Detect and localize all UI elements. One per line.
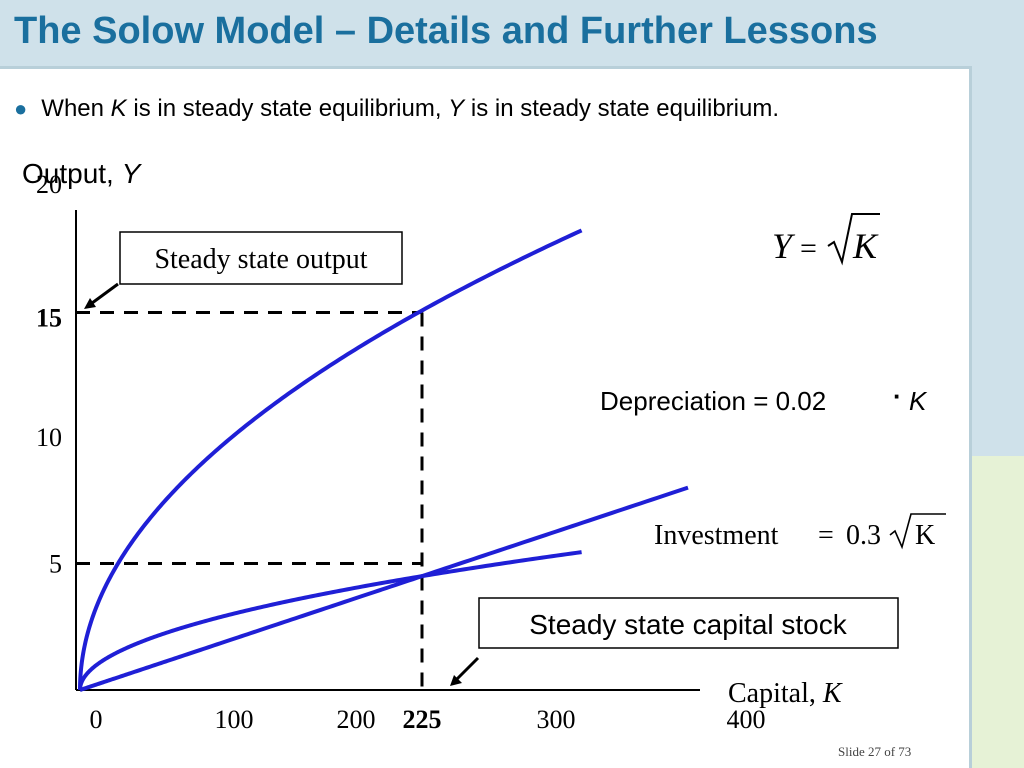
svg-text:K: K	[909, 386, 928, 416]
bullet-middle: is in steady state equilibrium,	[126, 95, 449, 122]
y-axis-label: Output, Y	[22, 158, 143, 189]
annotation-steady-output: Steady state output	[154, 244, 367, 275]
svg-text:=: =	[800, 232, 817, 265]
y-tick-label: 10	[36, 423, 62, 452]
annotation-box-steady-output	[119, 231, 403, 285]
svg-text:K: K	[915, 520, 935, 551]
x-tick-label: 300	[537, 705, 576, 734]
bullet-icon: ●	[14, 96, 28, 121]
x-tick-label: 400	[727, 705, 766, 734]
arrowhead-steady-capital-icon	[450, 675, 462, 686]
y-tick-label-steady-output: 15	[36, 304, 62, 333]
annotation-box-steady-capital	[478, 597, 899, 649]
bullet-prefix: When	[41, 95, 111, 122]
svg-text:·: ·	[893, 381, 902, 411]
x-axis-label: Capital, K	[728, 678, 843, 709]
x-tick-label-steady-capital: 225	[403, 705, 442, 734]
annotation-steady-capital: Steady state capital stock	[529, 609, 848, 640]
investment-label: Investment = 0.3 K	[654, 513, 946, 551]
svg-text:K: K	[852, 226, 879, 266]
svg-text:Depreciation = 0.02: Depreciation = 0.02	[600, 386, 826, 416]
bullet-var-y: Y	[448, 95, 465, 122]
depreciation-label: Depreciation = 0.02 · K	[600, 381, 928, 416]
svg-text:Investment: Investment	[654, 520, 779, 551]
arrow-steady-capital	[452, 656, 480, 684]
side-band-green	[972, 456, 1024, 768]
svg-text:Y: Y	[772, 226, 796, 266]
y-tick-label: 5	[49, 550, 62, 579]
svg-text:=: =	[818, 520, 834, 551]
slide-number: Slide 27 of 73	[838, 744, 912, 759]
output-curve	[78, 228, 583, 691]
sqrt-symbol	[889, 513, 946, 550]
side-band-blue	[972, 66, 1024, 456]
x-tick-label: 0	[90, 705, 103, 734]
title-band	[0, 0, 1024, 66]
depreciation-line	[79, 485, 689, 692]
bullet-var-k: K	[110, 95, 127, 122]
sqrt-symbol	[827, 213, 880, 266]
svg-text:0.3: 0.3	[846, 520, 881, 551]
y-tick-label: 20	[36, 170, 62, 199]
arrowhead-steady-output-icon	[84, 298, 96, 309]
output-formula-label: Y = K	[772, 213, 880, 266]
slide-title: The Solow Model – Details and Further Le…	[14, 10, 878, 52]
x-tick-label: 100	[215, 705, 254, 734]
slide-content-area	[0, 66, 972, 768]
x-tick-label: 200	[337, 705, 376, 734]
arrow-steady-output	[87, 282, 119, 308]
bullet-suffix: is in steady state equilibrium.	[464, 95, 779, 122]
bullet-point: ● When K is in steady state equilibrium, …	[14, 95, 779, 123]
